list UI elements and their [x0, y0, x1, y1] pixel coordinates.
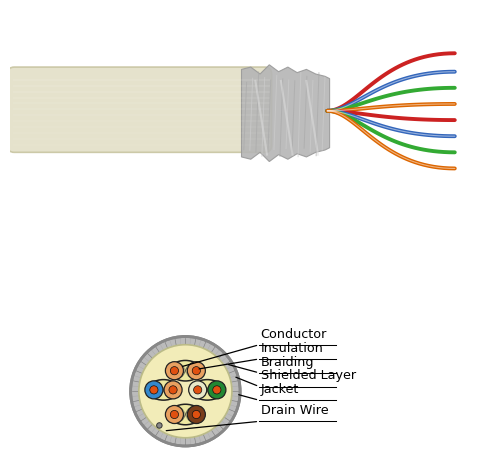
- Text: Jacket: Jacket: [261, 383, 299, 396]
- Text: Conductor: Conductor: [261, 328, 327, 341]
- Ellipse shape: [170, 361, 201, 381]
- Text: Insulation: Insulation: [261, 342, 324, 355]
- Circle shape: [213, 386, 221, 394]
- Circle shape: [192, 367, 200, 375]
- Circle shape: [169, 386, 177, 394]
- Ellipse shape: [148, 379, 179, 400]
- Circle shape: [208, 381, 226, 399]
- Circle shape: [165, 362, 184, 380]
- Circle shape: [187, 405, 205, 423]
- Ellipse shape: [192, 379, 223, 400]
- Circle shape: [145, 381, 163, 399]
- Text: Shielded Layer: Shielded Layer: [261, 370, 356, 382]
- Circle shape: [170, 367, 179, 375]
- Text: Braiding: Braiding: [261, 356, 314, 369]
- Circle shape: [192, 410, 200, 419]
- FancyBboxPatch shape: [7, 67, 271, 152]
- Circle shape: [164, 381, 182, 399]
- Circle shape: [130, 337, 240, 446]
- Circle shape: [139, 345, 232, 438]
- Circle shape: [189, 381, 207, 399]
- Circle shape: [150, 386, 158, 394]
- Ellipse shape: [170, 404, 201, 425]
- Polygon shape: [242, 65, 329, 161]
- Circle shape: [156, 423, 162, 428]
- Text: Drain Wire: Drain Wire: [261, 404, 328, 417]
- Circle shape: [194, 386, 202, 394]
- Circle shape: [165, 405, 184, 423]
- Circle shape: [170, 410, 179, 419]
- Circle shape: [187, 362, 205, 380]
